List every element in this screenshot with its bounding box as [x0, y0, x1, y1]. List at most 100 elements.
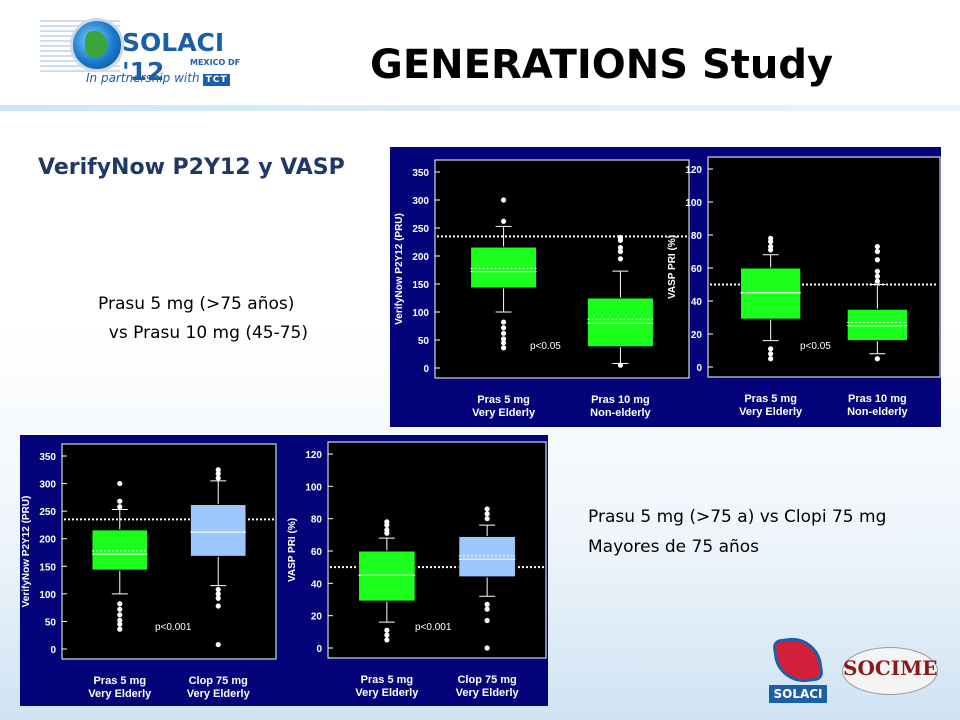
outlier-point: [117, 626, 123, 632]
box: [586, 297, 654, 348]
y-tick-label: 200: [39, 535, 56, 546]
outlier-point: [500, 330, 507, 336]
outlier-point: [768, 247, 774, 253]
category-sublabel: Non-elderly: [847, 406, 908, 418]
outlier-point: [117, 480, 123, 487]
outlier-point: [874, 278, 880, 284]
y-tick-label: 200: [412, 252, 429, 263]
tct-logo: TCT: [202, 74, 231, 86]
outlier-point: [117, 612, 123, 618]
outlier-point: [484, 506, 490, 512]
y-tick-label: 100: [305, 482, 322, 493]
outlier-point: [617, 256, 624, 262]
outlier-point: [768, 346, 774, 352]
category-label: Pras 5 mg: [477, 394, 530, 406]
category-label: Clop 75 mg: [457, 674, 516, 686]
chart-panel-top: 0 50 100 150 200 250 300 350 VerifyNow P2Y12 (PR…: [390, 147, 941, 427]
outlier-point: [215, 603, 221, 609]
y-tick-label: 50: [418, 336, 430, 347]
y-tick-label: 350: [412, 168, 429, 179]
outlier-point: [874, 268, 880, 274]
y-tick-label: 40: [311, 579, 323, 590]
outlier-point: [215, 641, 221, 648]
y-tick-label: 0: [50, 645, 56, 656]
y-axis-label: VASP PRI (%): [287, 518, 298, 582]
category-sublabel: Very Elderly: [739, 406, 803, 418]
category-label: Pras 10 mg: [591, 394, 650, 406]
caption-bottom: Prasu 5 mg (>75 a) vs Clopi 75 mg Mayore…: [588, 507, 887, 557]
outlier-point: [215, 475, 221, 481]
outlier-point: [500, 218, 507, 224]
outlier-point: [500, 197, 507, 203]
category-label: Pras 5 mg: [361, 674, 414, 686]
y-tick-label: 100: [412, 308, 429, 319]
outlier-point: [117, 617, 123, 623]
y-tick-label: 250: [412, 224, 429, 235]
y-tick-label: 0: [423, 364, 429, 375]
socime-badge: SOCIME: [842, 647, 938, 695]
y-tick-label: 20: [311, 612, 323, 623]
box: [846, 308, 909, 342]
solaci-logo: SOLACI '12 MEXICO DF In partnership with…: [40, 14, 260, 89]
outlier-point: [484, 601, 490, 607]
outlier-point: [617, 362, 624, 368]
page-title: GENERATIONS Study: [370, 42, 834, 88]
y-tick-label: 150: [39, 562, 56, 573]
y-tick-label: 120: [305, 450, 322, 461]
caption-top: Prasu 5 mg (>75 años) vs Prasu 10 mg (45…: [98, 294, 308, 343]
outlier-point: [384, 530, 390, 536]
outlier-point: [874, 243, 880, 250]
outlier-point: [484, 511, 490, 517]
y-tick-label: 50: [45, 617, 57, 628]
box: [358, 550, 416, 602]
logo-subtext: MEXICO DF: [190, 58, 241, 67]
outlier-point: [484, 617, 490, 624]
outlier-point: [117, 498, 123, 504]
socime-badge-text: SOCIME: [843, 656, 938, 680]
y-axis-label: VerifyNow P2Y12 (PRU): [394, 213, 405, 325]
outlier-point: [874, 248, 880, 255]
outlier-point: [874, 356, 880, 362]
outlier-point: [215, 586, 221, 593]
p-value-label: p<0.001: [415, 622, 452, 633]
outlier-point: [384, 522, 390, 528]
outlier-point: [384, 627, 390, 633]
outlier-point: [215, 467, 221, 473]
outlier-point: [117, 606, 123, 612]
outlier-point: [617, 245, 624, 251]
y-tick-label: 250: [39, 507, 56, 518]
heart-icon: [772, 634, 824, 686]
outlier-point: [768, 239, 774, 245]
y-tick-label: 60: [691, 264, 703, 275]
outlier-point: [617, 237, 624, 243]
outlier-point: [117, 504, 123, 510]
chart-panel-bottom: 0 50 100 150 200 250 300 350 VerifyNow P2Y12 (PR…: [20, 435, 548, 706]
outlier-point: [768, 351, 774, 357]
header-rule: [0, 105, 960, 111]
solaci-badge: SOLACI: [769, 634, 827, 707]
y-tick-label: 120: [685, 165, 702, 176]
outlier-point: [117, 601, 123, 607]
solaci-badge-text: SOLACI: [769, 685, 827, 703]
outlier-point: [484, 645, 490, 651]
y-tick-label: 40: [691, 297, 703, 308]
box: [739, 267, 802, 320]
outlier-point: [500, 319, 507, 325]
y-tick-label: 20: [691, 330, 703, 341]
p-value-label: p<0.001: [155, 622, 192, 633]
page-subtitle: VerifyNow P2Y12 y VASP: [38, 155, 345, 180]
p-value-label: p<0.05: [530, 341, 561, 352]
y-tick-label: 60: [311, 547, 323, 558]
y-tick-label: 80: [691, 231, 703, 242]
outlier-point: [215, 471, 221, 477]
category-sublabel: Very Elderly: [472, 407, 536, 419]
outlier-point: [500, 325, 507, 331]
category-label: Pras 5 mg: [744, 393, 797, 405]
outlier-point: [768, 356, 774, 362]
y-tick-label: 150: [412, 280, 429, 291]
category-sublabel: Very Elderly: [456, 687, 520, 699]
category-label: Pras 5 mg: [93, 675, 146, 687]
outlier-point: [484, 606, 490, 612]
